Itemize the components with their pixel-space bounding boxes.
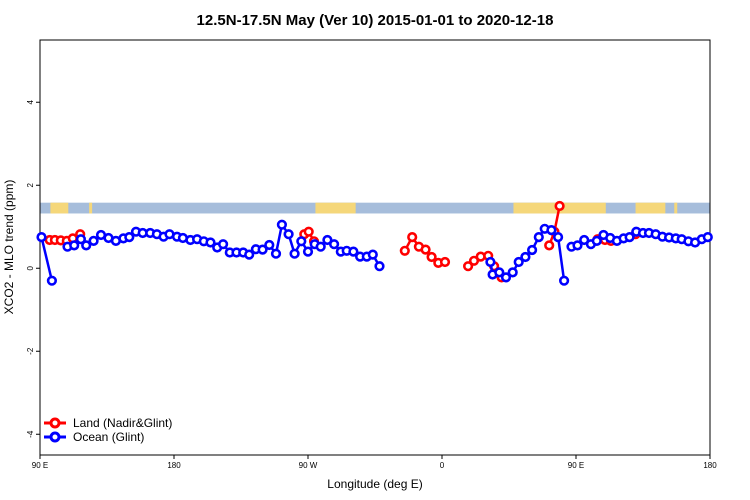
ocean-data-point bbox=[88, 235, 99, 246]
ocean-data-point bbox=[257, 244, 268, 255]
x-axis: 90 E 180 90 W 0 90 E 180 bbox=[32, 455, 717, 470]
ocean-data-point bbox=[283, 229, 294, 240]
ocean-data-point bbox=[244, 249, 255, 260]
ocean-data-point bbox=[75, 234, 86, 245]
land-band-segment bbox=[50, 202, 69, 214]
ocean-data-point bbox=[348, 246, 359, 257]
ocean-data-point bbox=[558, 275, 570, 286]
ocean-data-point bbox=[36, 232, 47, 243]
ocean-data-point bbox=[69, 240, 80, 251]
y-axis: -4 -2 0 2 4 bbox=[26, 99, 40, 438]
legend: Land (Nadir&Glint) Ocean (Glint) bbox=[44, 416, 172, 444]
ocean-data-point bbox=[546, 225, 557, 236]
ocean-data-point bbox=[296, 236, 307, 247]
ocean-data-point bbox=[702, 232, 713, 243]
ocean-data-point bbox=[302, 246, 314, 257]
ocean-data-point bbox=[218, 239, 229, 250]
y-tick-label: -2 bbox=[26, 347, 35, 355]
land-data-point bbox=[303, 226, 314, 237]
land-data-point bbox=[554, 200, 565, 212]
legend-ocean-label: Ocean (Glint) bbox=[73, 430, 144, 444]
land-data-point bbox=[463, 261, 474, 272]
land-data-point bbox=[468, 255, 480, 266]
ocean-data-point bbox=[270, 248, 282, 259]
ocean-data-point bbox=[591, 235, 602, 246]
ocean-data-point bbox=[552, 232, 564, 243]
y-axis-label: XCO2 - MLO trend (ppm) bbox=[2, 180, 16, 315]
ocean-data-point bbox=[572, 240, 583, 251]
x-tick-label: 90 W bbox=[299, 461, 318, 470]
land-band-segment bbox=[315, 202, 356, 214]
ocean-data-point bbox=[81, 240, 92, 251]
ocean-data-point bbox=[322, 234, 333, 246]
land-band-segment bbox=[635, 202, 666, 214]
x-tick-label: 180 bbox=[167, 461, 181, 470]
ocean-data-point bbox=[315, 241, 326, 252]
land-band-segment bbox=[89, 202, 93, 214]
land-data-point bbox=[420, 244, 431, 255]
ocean-data-point bbox=[507, 267, 518, 278]
ocean-data-point bbox=[46, 275, 58, 286]
y-tick-label: 4 bbox=[26, 99, 35, 104]
land-data-point bbox=[407, 232, 418, 243]
legend-land-marker bbox=[49, 417, 61, 429]
ocean-data-point bbox=[205, 237, 216, 248]
land-data-point bbox=[426, 251, 437, 263]
ocean-band bbox=[40, 202, 710, 214]
ocean-data-point bbox=[526, 244, 538, 256]
ocean-data-point bbox=[485, 256, 496, 268]
legend-land-label: Land (Nadir&Glint) bbox=[73, 416, 172, 430]
ocean-data-point bbox=[624, 232, 635, 243]
x-axis-label: Longitude (deg E) bbox=[327, 477, 422, 491]
ocean-data-point bbox=[533, 232, 544, 243]
land-mask-band bbox=[40, 202, 710, 214]
x-tick-label: 90 E bbox=[32, 461, 48, 470]
land-band-segment bbox=[674, 202, 678, 214]
legend-ocean-marker bbox=[49, 431, 61, 443]
plot-frame bbox=[39, 39, 711, 456]
land-data-point bbox=[439, 256, 451, 268]
ocean-data-point bbox=[289, 248, 300, 259]
ocean-data-point bbox=[494, 267, 505, 278]
ocean-data-point bbox=[520, 251, 531, 263]
series-group bbox=[36, 200, 713, 286]
ocean-data-point bbox=[264, 239, 275, 251]
y-tick-label: -4 bbox=[26, 430, 35, 438]
ocean-data-point bbox=[367, 249, 378, 260]
ocean-data-point bbox=[500, 272, 512, 283]
ocean-data-point bbox=[124, 232, 135, 243]
land-data-point bbox=[399, 245, 410, 256]
chart-title: 12.5N-17.5N May (Ver 10) 2015-01-01 to 2… bbox=[197, 12, 554, 29]
ocean-data-point bbox=[329, 239, 340, 250]
y-tick-label: 2 bbox=[26, 182, 35, 187]
y-tick-label: 0 bbox=[26, 265, 35, 270]
x-tick-label: 90 E bbox=[568, 461, 584, 470]
ocean-data-point bbox=[513, 256, 524, 268]
ocean-data-point bbox=[579, 234, 590, 246]
ocean-series-line bbox=[40, 236, 54, 281]
ocean-data-point bbox=[374, 261, 385, 272]
x-tick-label: 180 bbox=[703, 461, 717, 470]
x-tick-label: 0 bbox=[440, 461, 445, 470]
ocean-data-point bbox=[276, 219, 288, 230]
land-data-point bbox=[544, 240, 555, 251]
